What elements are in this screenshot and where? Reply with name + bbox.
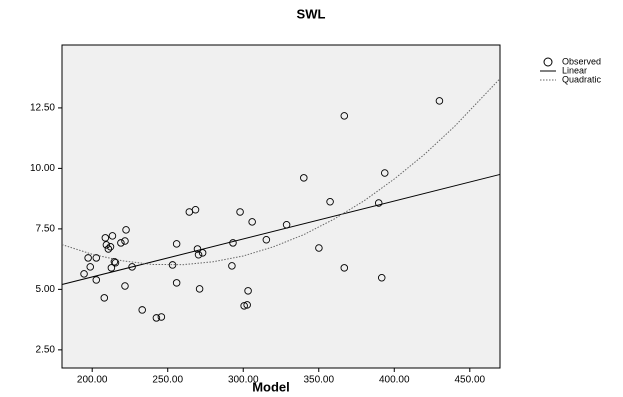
y-tick-label: 7.50 [36, 224, 56, 235]
data-point [104, 245, 113, 253]
data-point [117, 239, 125, 247]
data-point [107, 264, 116, 272]
data-point [340, 112, 349, 120]
plot-area [61, 44, 501, 369]
data-point [300, 174, 308, 182]
data-point [228, 262, 236, 270]
data-point [262, 236, 271, 244]
chart-title: SWL [297, 6, 326, 21]
data-point [340, 264, 349, 272]
data-point [80, 270, 88, 278]
data-point [195, 285, 204, 293]
legend-symbol [543, 57, 553, 67]
data-point [243, 301, 251, 309]
data-point [121, 282, 129, 290]
data-point [193, 245, 202, 253]
data-point [326, 198, 334, 206]
data-point [240, 302, 248, 310]
data-point [168, 261, 177, 269]
data-point [152, 314, 161, 322]
fit-line [61, 173, 501, 286]
data-point [101, 234, 110, 242]
data-point [128, 263, 136, 271]
y-tick-label: 2.50 [36, 344, 56, 355]
legend-label: Linear [562, 65, 587, 75]
data-point [121, 237, 129, 245]
fit-line [61, 78, 501, 266]
data-point [102, 241, 111, 249]
y-tick-label: 12.50 [30, 103, 55, 114]
data-point [172, 240, 181, 248]
y-tick-label: 10.00 [30, 163, 55, 174]
data-point [138, 306, 146, 314]
data-point [244, 287, 252, 295]
data-point [157, 313, 166, 321]
data-point [172, 279, 181, 287]
data-point [106, 243, 115, 251]
data-point [86, 263, 94, 271]
x-tick-label: 200.00 [77, 375, 108, 386]
data-point [100, 294, 109, 302]
x-axis-label: Model [252, 379, 290, 394]
x-tick-label: 350.00 [303, 375, 334, 386]
data-point [377, 274, 386, 282]
data-point [108, 232, 117, 240]
legend-label: Observed [562, 56, 601, 66]
data-point [248, 218, 256, 226]
y-tick-label: 5.00 [36, 284, 56, 295]
data-point [194, 251, 203, 259]
data-point [236, 208, 244, 216]
data-point [315, 244, 323, 252]
x-tick-label: 450.00 [454, 375, 485, 386]
data-point [229, 239, 237, 247]
data-point [374, 199, 383, 207]
x-tick-label: 300.00 [228, 375, 259, 386]
x-tick-label: 400.00 [379, 375, 410, 386]
data-point [381, 169, 389, 177]
data-point [84, 254, 92, 262]
data-point [110, 258, 119, 266]
data-point [111, 259, 120, 267]
data-point [191, 206, 200, 214]
data-point [122, 226, 130, 234]
data-point [92, 254, 101, 262]
data-point [435, 97, 444, 105]
data-point [92, 276, 101, 284]
legend-label: Quadratic [562, 74, 602, 84]
x-tick-label: 250.00 [152, 375, 183, 386]
